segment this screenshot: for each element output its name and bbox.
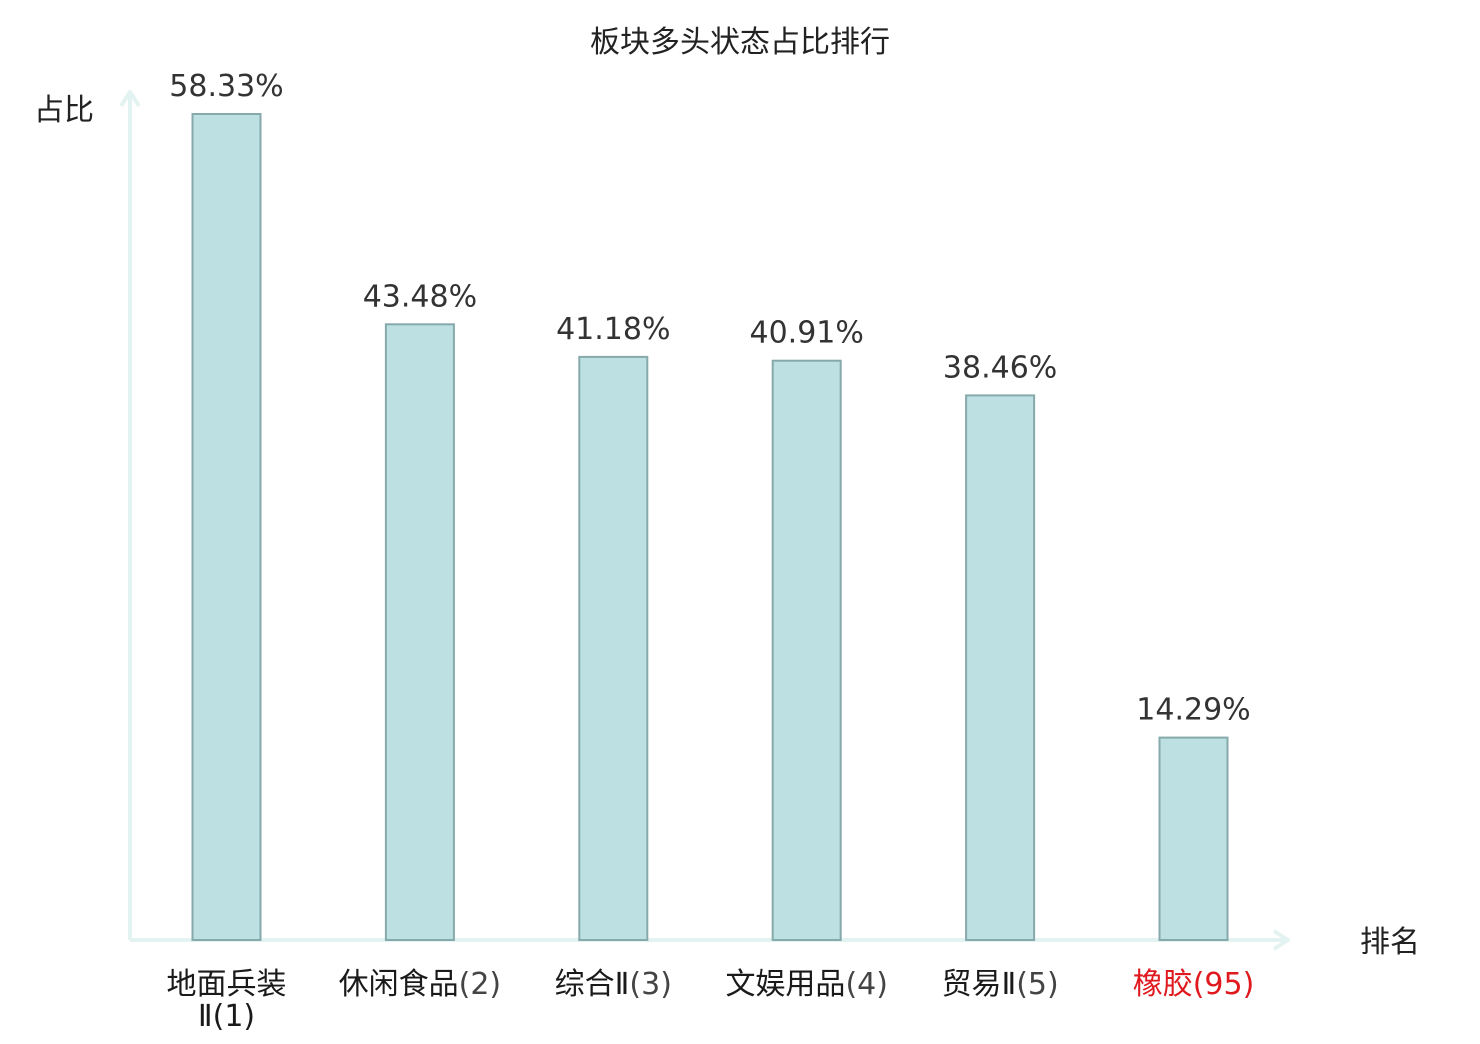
bar-value-label: 41.18%	[556, 312, 670, 347]
category-rank: (4)	[845, 967, 888, 1002]
bar	[578, 355, 649, 941]
category-rank: (95)	[1193, 967, 1255, 1002]
bar-value-label: 38.46%	[943, 350, 1057, 385]
category-label: 综合Ⅱ(3)	[555, 967, 672, 1002]
category-name: 休闲食品	[339, 967, 459, 1002]
bar	[384, 323, 455, 941]
category-name: 文娱用品	[725, 967, 845, 1002]
category-label: 橡胶(95)	[1133, 967, 1255, 1002]
category-rank: (2)	[459, 967, 502, 1002]
bar	[965, 394, 1036, 941]
bar	[771, 359, 842, 941]
bar-value-label: 58.33%	[169, 69, 283, 104]
bar	[191, 113, 262, 941]
category-label: 休闲食品(2)	[339, 967, 502, 1002]
category-rank-label: Ⅱ(1)	[198, 999, 255, 1034]
bar-value-label: 43.48%	[363, 279, 477, 314]
value-labels-group: 58.33% 43.48% 41.18% 40.91% 38.46% 14.29%	[169, 69, 1250, 728]
category-label: 文娱用品(4)	[725, 967, 888, 1002]
x-axis-arrow	[1272, 929, 1290, 951]
category-label: 地面兵装	[167, 967, 287, 1002]
category-rank: (5)	[1016, 967, 1059, 1002]
bar	[1158, 736, 1229, 941]
y-axis-arrow	[119, 90, 141, 108]
category-label: 贸易Ⅱ(5)	[941, 967, 1058, 1002]
category-rank: (3)	[629, 967, 672, 1002]
bars-group	[191, 113, 1229, 941]
category-name: 贸易Ⅱ	[941, 967, 1016, 1002]
y-axis-title: 占比	[34, 93, 94, 128]
category-name: 综合Ⅱ	[555, 967, 630, 1002]
x-axis-title: 排名	[1360, 925, 1420, 960]
axes	[119, 90, 1290, 951]
bar-value-label: 40.91%	[750, 316, 864, 351]
category-name: 橡胶	[1133, 967, 1193, 1002]
bar-value-label: 14.29%	[1136, 693, 1250, 728]
chart-title: 板块多头状态占比排行	[590, 25, 890, 60]
